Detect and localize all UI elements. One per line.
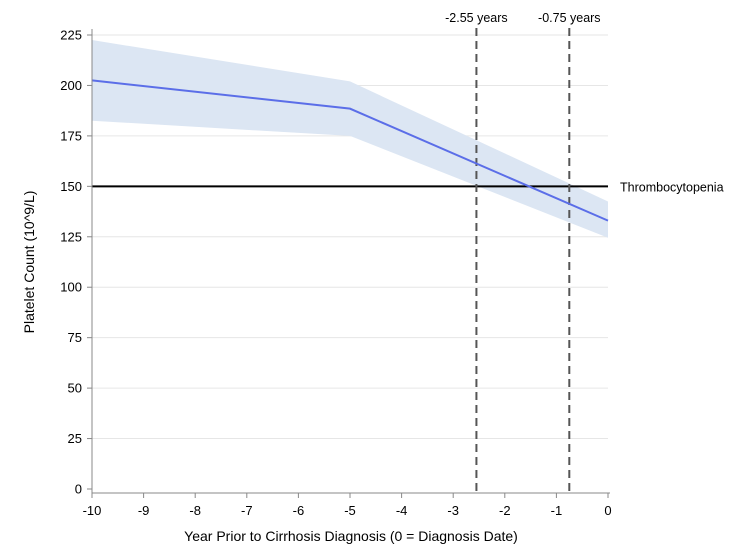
y-axis-title: Platelet Count (10^9/L) — [21, 191, 37, 334]
x-tick-label: -5 — [344, 503, 356, 518]
y-tick-label: 125 — [60, 229, 82, 244]
series-line — [91, 79, 609, 222]
x-tick-label: -1 — [551, 503, 563, 518]
y-tick-label: 175 — [60, 128, 82, 143]
x-tick-label: -9 — [138, 503, 150, 518]
reference-line-label: Thrombocytopenia — [620, 180, 724, 194]
confidence-band-group — [92, 40, 608, 238]
x-tick-label: 0 — [604, 503, 611, 518]
x-tick-label: -7 — [241, 503, 253, 518]
x-axis-title: Year Prior to Cirrhosis Diagnosis (0 = D… — [184, 528, 518, 544]
y-tick-label: 150 — [60, 179, 82, 194]
x-tick-label: -8 — [189, 503, 201, 518]
x-tick-label: -6 — [293, 503, 305, 518]
y-tick-label: 0 — [75, 482, 82, 497]
reference-line-label: -2.55 years — [445, 11, 508, 25]
reference-lines: Thrombocytopenia -2.55 years -0.75 years — [92, 11, 724, 493]
series-line-group — [91, 79, 609, 222]
x-tick-label: -10 — [83, 503, 102, 518]
y-tick-label: 200 — [60, 78, 82, 93]
x-tick-label: -4 — [396, 503, 408, 518]
confidence-band — [92, 40, 608, 238]
x-tick-label: -2 — [499, 503, 511, 518]
y-tick-label: 75 — [68, 330, 82, 345]
y-tick-label: 100 — [60, 280, 82, 295]
y-tick-label: 25 — [68, 431, 82, 446]
x-tick-label: -3 — [447, 503, 459, 518]
reference-line-label: -0.75 years — [538, 11, 601, 25]
y-tick-label: 50 — [68, 381, 82, 396]
y-tick-label: 225 — [60, 28, 82, 43]
